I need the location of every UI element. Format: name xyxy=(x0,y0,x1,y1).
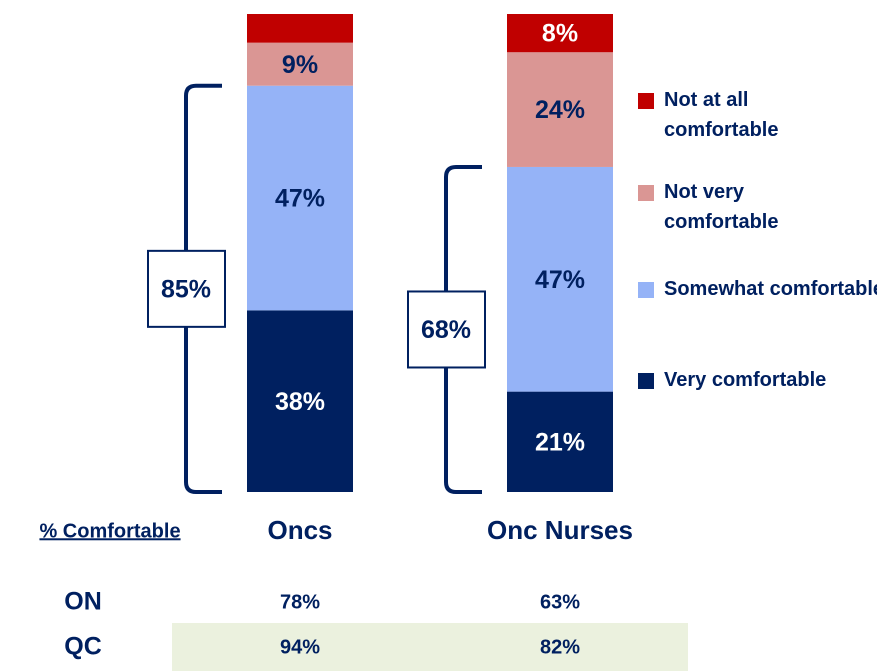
table-cell: 78% xyxy=(280,591,320,613)
legend-swatch xyxy=(638,282,654,298)
bar-segment xyxy=(507,14,613,53)
category-label: Oncs xyxy=(267,515,332,545)
bar-segment xyxy=(247,14,353,43)
category-label: Onc Nurses xyxy=(487,515,633,545)
bar-segment xyxy=(247,42,353,86)
value-label: 47% xyxy=(275,185,325,213)
bar-segment xyxy=(507,52,613,167)
legend-swatch xyxy=(638,185,654,201)
table-cell: 63% xyxy=(540,591,580,613)
legend-label: Not at all comfortable xyxy=(664,89,778,141)
legend-label: Somewhat comfortable xyxy=(664,278,877,300)
table-header: % Comfortable xyxy=(39,520,180,542)
legend-label: Not very comfortable xyxy=(664,181,778,233)
bar-segment xyxy=(507,166,613,392)
legend-swatch xyxy=(638,373,654,389)
bracket-label: 68% xyxy=(421,316,471,344)
bracket-box xyxy=(407,290,486,369)
bar-segment xyxy=(247,310,353,492)
value-label: 24% xyxy=(535,96,585,124)
bracket-box xyxy=(147,249,226,328)
value-label: 47% xyxy=(535,266,585,294)
value-label: 38% xyxy=(275,388,325,416)
legend-label: Very comfortable xyxy=(664,369,826,391)
value-label: 8% xyxy=(542,20,578,48)
bar-segment xyxy=(507,391,613,492)
table-cell: 82% xyxy=(540,636,580,658)
table-cell: 94% xyxy=(280,636,320,658)
value-label: 21% xyxy=(535,428,585,456)
value-label: 9% xyxy=(282,51,318,79)
row-label: ON xyxy=(64,588,102,616)
row-highlight xyxy=(172,623,688,671)
legend-swatch xyxy=(638,93,654,109)
row-label: QC xyxy=(64,633,102,661)
bar-segment xyxy=(247,85,353,311)
bracket-label: 85% xyxy=(161,275,211,303)
